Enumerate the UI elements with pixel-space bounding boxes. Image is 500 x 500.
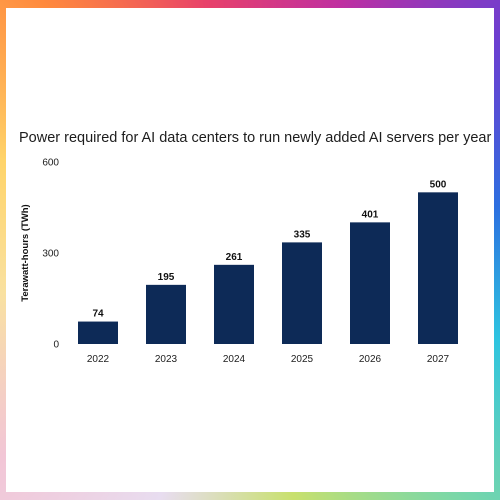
y-tick-label: 300 [42,249,59,260]
bar-chart: Terawatt-hours (TWh) 0 300 600 74 2022 195 2023… [20,158,458,365]
y-tick-label: 0 [53,340,59,351]
x-tick-label-2023: 2023 [155,354,178,365]
x-tick-label-2025: 2025 [291,354,314,365]
data-label-2024: 261 [226,252,243,263]
bar-2026 [350,222,390,344]
bar-2024 [214,264,254,344]
x-tick-label-2024: 2024 [223,354,246,365]
bar-2022 [78,321,118,344]
data-label-2026: 401 [362,209,379,220]
data-label-2025: 335 [294,229,311,240]
bar-2023 [146,284,186,344]
chart-card: Power required for AI data centers to ru… [6,8,494,492]
data-label-2022: 74 [92,309,104,320]
y-axis-label: Terawatt-hours (TWh) [20,204,31,301]
chart-title: Power required for AI data centers to ru… [19,130,492,146]
x-tick-label-2022: 2022 [87,354,110,365]
bar-2025 [282,242,322,344]
x-tick-label-2026: 2026 [359,354,382,365]
bar-2027 [418,192,458,344]
data-label-2027: 500 [430,179,447,190]
x-tick-label-2027: 2027 [427,354,450,365]
data-label-2023: 195 [158,272,175,283]
y-tick-label: 600 [42,158,59,169]
